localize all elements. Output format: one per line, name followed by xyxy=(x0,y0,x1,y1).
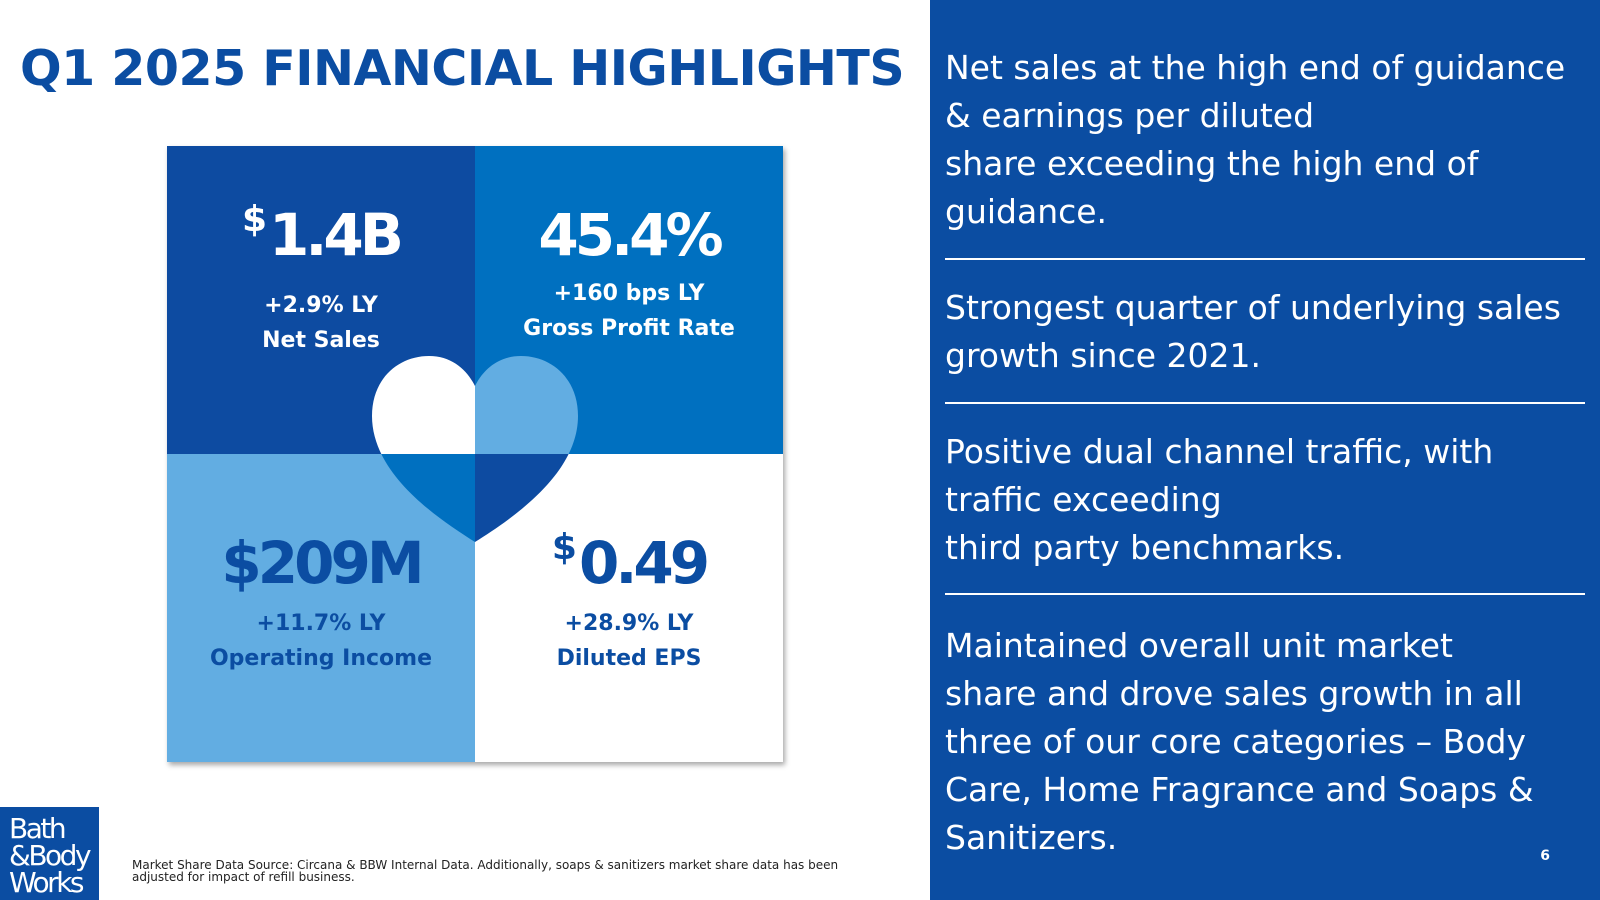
kpi-diluted-eps-change: +28.9% LY xyxy=(564,611,694,636)
highlight-market-share: Maintained overall unit market share and… xyxy=(945,626,1534,857)
kpi-operating-income-change: +11.7% LY xyxy=(256,611,386,636)
highlight-traffic: Positive dual channel traffic, with traf… xyxy=(945,432,1494,567)
kpi-diluted-eps: $0.49 +28.9% LY Diluted EPS xyxy=(475,527,783,676)
footnote: Market Share Data Source: Circana & BBW … xyxy=(132,858,839,884)
quadrant-operating-income xyxy=(167,454,475,762)
quadrant-diluted-eps xyxy=(475,454,783,762)
divider xyxy=(945,402,1585,404)
divider xyxy=(945,258,1585,260)
kpi-gross-profit-label: Gross Profit Rate xyxy=(523,316,735,341)
divider xyxy=(945,593,1585,595)
page-number: 6 xyxy=(1540,848,1550,864)
kpi-gross-profit-change: +160 bps LY xyxy=(553,281,705,306)
kpi-net-sales-label: Net Sales xyxy=(262,328,380,353)
kpi-net-sales-value: $1.4B xyxy=(241,199,404,269)
kpi-net-sales: $1.4B +2.9% LY Net Sales xyxy=(167,199,475,358)
heart-icon xyxy=(372,356,578,542)
brand-logo: Bath &Body Works xyxy=(0,807,99,900)
kpi-gross-profit: 45.4% +160 bps LY Gross Profit Rate xyxy=(475,206,783,346)
kpi-operating-income: $209M +11.7% LY Operating Income xyxy=(167,534,475,676)
kpi-grid: $1.4B +2.9% LY Net Sales 45.4% +160 bps … xyxy=(167,146,783,762)
highlight-sales-growth: Strongest quarter of underlying sales gr… xyxy=(945,288,1561,375)
highlight-guidance: Net sales at the high end of guidance & … xyxy=(945,48,1566,231)
kpi-operating-income-value: $209M xyxy=(221,529,424,597)
highlights-panel: Net sales at the high end of guidance & … xyxy=(930,0,1600,900)
kpi-diluted-eps-label: Diluted EPS xyxy=(556,646,702,671)
kpi-operating-income-label: Operating Income xyxy=(209,646,433,671)
kpi-diluted-eps-value: $0.49 xyxy=(551,527,710,597)
kpi-gross-profit-value: 45.4% xyxy=(538,201,723,269)
kpi-net-sales-change: +2.9% LY xyxy=(264,293,378,318)
slide-title: Q1 2025 FINANCIAL HIGHLIGHTS xyxy=(20,40,905,97)
